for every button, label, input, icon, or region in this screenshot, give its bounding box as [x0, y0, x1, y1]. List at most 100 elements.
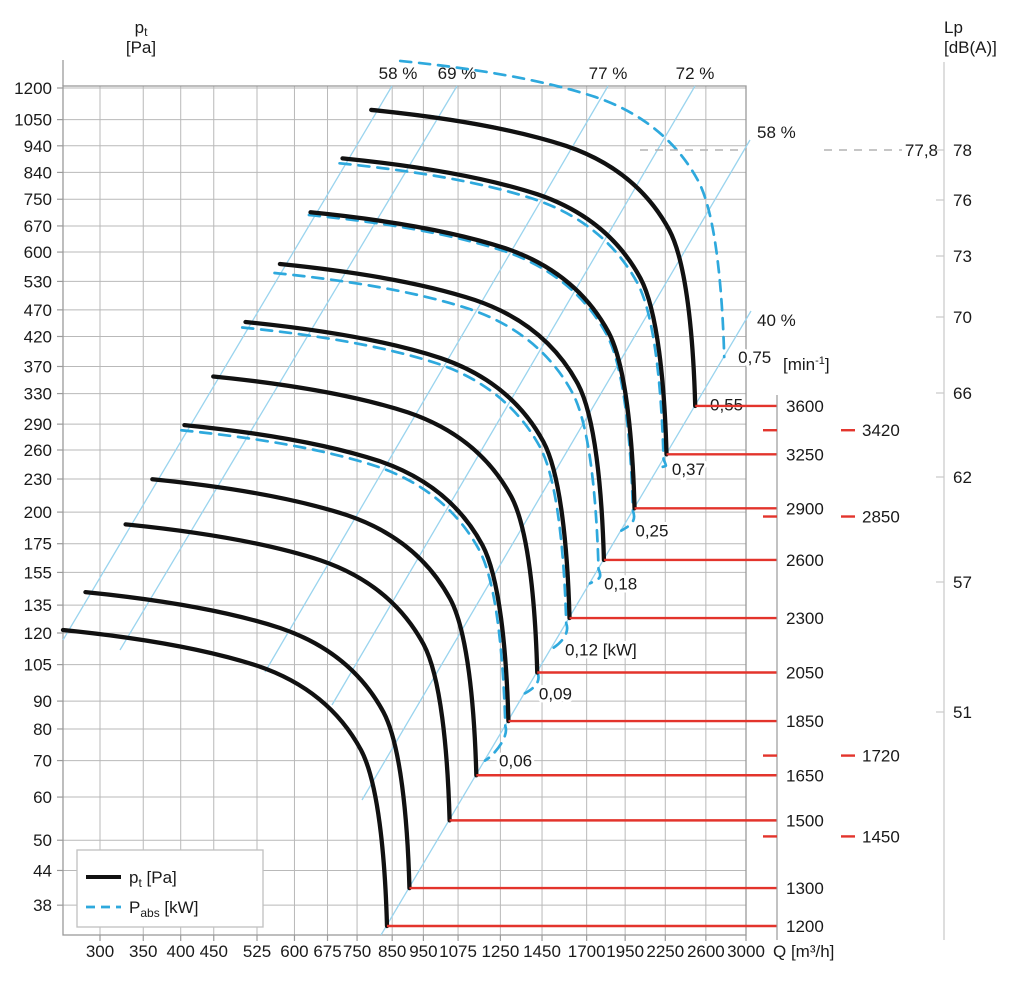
rpm-minor-label: 3420	[862, 421, 900, 440]
y-tick-label: 330	[24, 385, 52, 404]
fan-curve-3600	[369, 107, 698, 409]
power-curve-0,25	[307, 213, 636, 532]
x-tick-label: 525	[243, 942, 271, 961]
rpm-label: 2900	[786, 499, 824, 518]
fan-curve-2600	[277, 261, 607, 563]
power-curve-0,12	[240, 326, 569, 651]
efficiency-line-72%	[331, 85, 696, 706]
lp-tick-label: 57	[953, 573, 972, 592]
power-label: 0,12 [kW]	[565, 640, 637, 659]
rpm-label: 2600	[786, 551, 824, 570]
rpm-label: 1300	[786, 879, 824, 898]
x-tick-label: 2250	[646, 942, 684, 961]
y-tick-label: 840	[24, 163, 52, 182]
annotation-value: 77,8	[905, 141, 938, 160]
y-tick-label: 290	[24, 415, 52, 434]
fan-curve-2900	[308, 210, 637, 511]
y-tick-label: 420	[24, 327, 52, 346]
rpm-minor-label: 1720	[862, 747, 900, 766]
lp-tick-label: 70	[953, 308, 972, 327]
lp-tick-label: 66	[953, 384, 972, 403]
lp-tick-label: 62	[953, 468, 972, 487]
efficiency-line-69%	[119, 85, 458, 651]
x-tick-label: 2600	[687, 942, 725, 961]
x-tick-label: 3000	[727, 942, 765, 961]
x-tick-label: 450	[200, 942, 228, 961]
power-label: 0,25	[635, 522, 668, 541]
y-tick-label: 940	[24, 137, 52, 156]
y-tick-label: 60	[33, 788, 52, 807]
lp-tick-label: 51	[953, 703, 972, 722]
plot-border	[62, 85, 747, 936]
power-curve-0,18	[273, 271, 602, 585]
y-tick-label: 750	[24, 190, 52, 209]
y-tick-label: 470	[24, 301, 52, 320]
efficiency-label: 58 %	[757, 123, 796, 142]
power-label: 0,18	[604, 574, 637, 593]
x-tick-label: 750	[343, 942, 371, 961]
x-tick-label: 1950	[606, 942, 644, 961]
x-tick-label: 950	[409, 942, 437, 961]
y-tick-label: 1200	[14, 79, 52, 98]
y-tick-label: 200	[24, 503, 52, 522]
y-tick-label: 135	[24, 596, 52, 615]
efficiency-label: 72 %	[676, 64, 715, 83]
y-tick-label: 600	[24, 243, 52, 262]
x-tick-label: 1700	[568, 942, 606, 961]
efficiency-label: 77 %	[589, 64, 628, 83]
fan-curve-2050	[211, 374, 540, 675]
x-tick-label: 300	[86, 942, 114, 961]
rpm-label: 1650	[786, 766, 824, 785]
y-tick-label: 230	[24, 470, 52, 489]
x-axis-title: Q [m³/h]	[773, 942, 834, 961]
rpm-label: 3600	[786, 397, 824, 416]
y-tick-label: 1050	[14, 111, 52, 130]
rpm-label: 1200	[786, 917, 824, 936]
power-label: 0,75	[738, 348, 771, 367]
y-tick-label: 38	[33, 896, 52, 915]
x-tick-label: 600	[280, 942, 308, 961]
legend-box	[76, 849, 264, 928]
y-tick-label: 370	[24, 357, 52, 376]
rpm-minor-label: 1450	[862, 827, 900, 846]
x-tick-label: 850	[378, 942, 406, 961]
y-tick-label: 175	[24, 535, 52, 554]
y-tick-label: 120	[24, 624, 52, 643]
y-tick-label: 50	[33, 831, 52, 850]
rpm-minor-label: 2850	[862, 508, 900, 527]
power-curve-0,75	[398, 59, 726, 359]
fan-curve-1200	[60, 627, 390, 929]
y-tick-label: 70	[33, 752, 52, 771]
power-label: 0,06	[499, 752, 532, 771]
x-tick-label: 350	[129, 942, 157, 961]
fan-curve-1650	[150, 477, 479, 778]
lp-tick-label: 73	[953, 247, 972, 266]
lp-tick-label: 78	[953, 141, 972, 160]
legend-label: Pabs [kW]	[129, 898, 198, 920]
fan-curve-2300	[243, 319, 572, 621]
fan-curve-1850	[182, 422, 511, 724]
power-label: 0,37	[672, 460, 705, 479]
efficiency-label: 58 %	[379, 64, 418, 83]
lp-tick-label: 76	[953, 191, 972, 210]
x-tick-label: 400	[167, 942, 195, 961]
y-tick-label: 80	[33, 720, 52, 739]
rpm-label: 2300	[786, 609, 824, 628]
sound-axis-unit: [dB(A)]	[944, 38, 997, 57]
sound-axis-title: Lp	[944, 18, 963, 37]
legend-label: pt [Pa]	[129, 868, 177, 890]
y-tick-label: 155	[24, 563, 52, 582]
speed-axis-unit: [min-1]	[783, 355, 830, 374]
efficiency-line-58%	[62, 85, 393, 641]
efficiency-label: 40 %	[757, 311, 796, 330]
x-tick-label: 1075	[439, 942, 477, 961]
fan-curve-3250	[340, 156, 669, 457]
x-tick-label: 675	[313, 942, 341, 961]
rpm-label: 1850	[786, 712, 824, 731]
y-tick-label: 44	[33, 861, 52, 880]
rpm-label: 3250	[786, 445, 824, 464]
y-tick-label: 260	[24, 441, 52, 460]
rpm-label: 1500	[786, 811, 824, 830]
pressure-axis-title: pt	[135, 18, 148, 39]
